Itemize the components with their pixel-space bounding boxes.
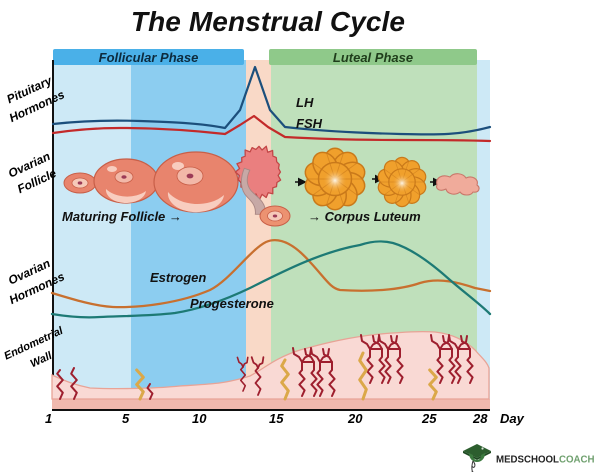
svg-text:MEDSCHOOLCOACH: MEDSCHOOLCOACH — [496, 455, 595, 466]
